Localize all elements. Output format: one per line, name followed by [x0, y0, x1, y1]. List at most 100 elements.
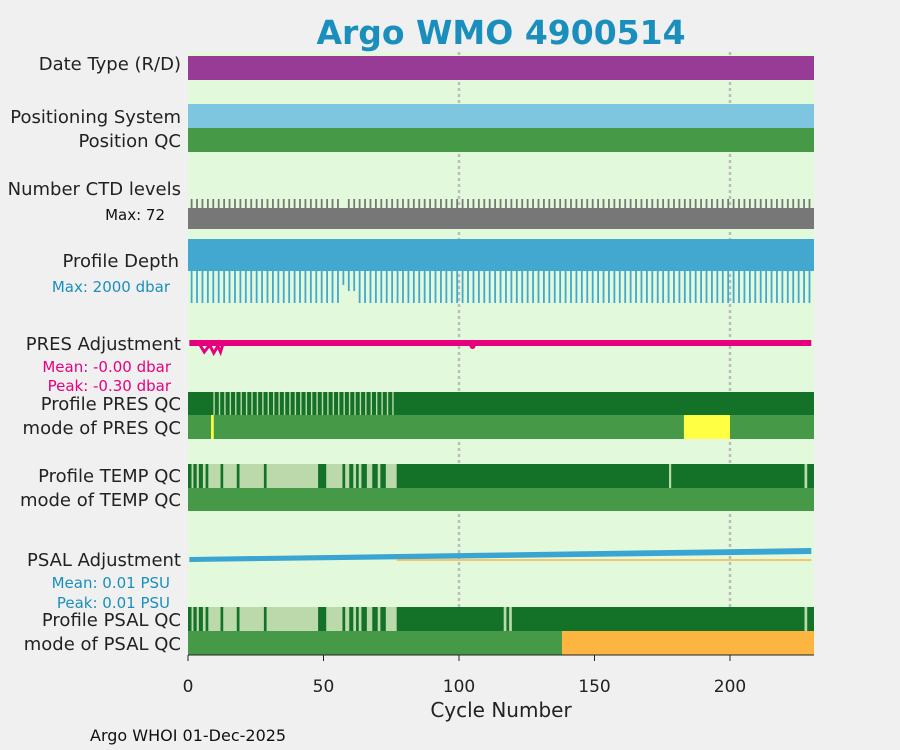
ctd-level-tick: [288, 199, 291, 208]
ctd-level-tick: [244, 199, 247, 208]
ctd-level-tick: [483, 199, 486, 208]
profile-psal-qc-light-seg: [196, 607, 199, 631]
ctd-level-tick: [337, 199, 339, 208]
profile-depth-tick: [770, 271, 773, 303]
ctd-level-tick: [499, 199, 502, 208]
profile-pres-qc-stripe: [300, 392, 302, 415]
row-label-profile-pres-qc: Profile PRES QC: [41, 394, 181, 415]
ctd-level-tick: [689, 199, 692, 208]
profile-depth-tick: [635, 271, 637, 303]
ctd-level-tick: [396, 199, 399, 208]
profile-depth-tick: [510, 271, 513, 303]
profile-depth-tick: [505, 271, 507, 303]
ctd-level-tick: [488, 199, 491, 208]
profile-depth-tick: [445, 271, 448, 303]
profile-pres-qc-stripe: [267, 392, 269, 415]
ctd-levels-max: Max: 72: [105, 206, 165, 224]
ctd-level-tick: [293, 199, 296, 208]
profile-pres-qc-stripe: [316, 392, 318, 415]
profile-depth-tick: [385, 271, 388, 303]
profile-depth-tick: [656, 271, 659, 303]
ctd-level-tick: [347, 199, 350, 208]
ctd-level-tick: [743, 199, 746, 208]
profile-depth-tick: [342, 271, 345, 285]
ctd-level-tick: [608, 199, 610, 208]
ctd-level-tick: [645, 199, 648, 208]
profile-pres-qc-stripe: [365, 392, 367, 415]
mode-pres-qc-flag3-a: [211, 415, 214, 439]
profile-pres-qc-stripe: [321, 392, 324, 415]
x-tick-label: 150: [578, 677, 610, 697]
profile-depth-tick: [597, 271, 600, 303]
ctd-level-tick: [272, 199, 274, 208]
profile-depth-tick: [201, 271, 204, 303]
profile-depth-tick: [391, 271, 394, 303]
profile-depth-tick: [624, 271, 627, 303]
ctd-level-tick: [326, 199, 329, 208]
profile-depth-tick: [537, 271, 540, 303]
ctd-level-tick: [228, 199, 231, 208]
ctd-level-tick: [586, 199, 589, 208]
profile-temp-qc-light-seg: [669, 464, 672, 488]
ctd-level-tick: [358, 199, 361, 208]
profile-pres-qc-stripe: [348, 392, 351, 415]
ctd-level-tick: [331, 199, 334, 208]
profile-depth-tick: [683, 271, 686, 303]
profile-pres-qc-stripe: [310, 392, 313, 415]
profile-depth-tick: [347, 271, 350, 291]
profile-psal-qc-light-seg: [385, 607, 397, 631]
profile-depth-tick: [190, 271, 193, 303]
ctd-level-tick: [732, 199, 735, 208]
profile-depth-tick: [521, 271, 524, 303]
profile-depth-tick: [402, 271, 404, 303]
profile-depth-tick: [396, 271, 399, 303]
profile-depth-tick: [407, 271, 410, 303]
profile-depth-tick: [434, 271, 437, 303]
row-labels: Date Type (R/D) Positioning System Posit…: [8, 54, 181, 655]
profile-depth-tick: [369, 271, 372, 303]
ctd-level-tick: [526, 199, 529, 208]
ctd-level-tick: [282, 199, 285, 208]
profile-depth-tick: [613, 271, 616, 303]
ctd-level-tick: [716, 199, 719, 208]
ctd-level-tick: [575, 199, 578, 208]
ctd-level-tick: [765, 199, 768, 208]
profile-depth-tick: [320, 271, 323, 303]
ctd-level-tick: [629, 199, 632, 208]
ctd-level-tick: [776, 199, 778, 208]
gridlines: [457, 52, 732, 655]
profile-pres-qc-stripe: [381, 392, 383, 415]
ctd-level-tick: [196, 199, 198, 208]
ctd-level-tick: [315, 199, 318, 208]
ctd-level-tick: [748, 199, 751, 208]
profile-depth-tick: [673, 271, 675, 303]
ctd-level-tick: [651, 199, 654, 208]
row-label-ctd-levels: Number CTD levels: [8, 179, 181, 200]
profile-depth-tick: [212, 271, 215, 303]
profile-depth-tick: [461, 271, 464, 303]
profile-depth-tick: [738, 271, 740, 303]
profile-depth-tick: [662, 271, 665, 303]
ctd-level-tick: [613, 199, 616, 208]
ctd-level-tick: [803, 199, 805, 208]
pres-adjustment-dips: [197, 342, 225, 357]
profile-depth-tick: [488, 271, 491, 303]
ctd-level-tick: [624, 199, 627, 208]
profile-depth-tick: [781, 271, 784, 303]
ctd-level-tick: [602, 199, 605, 208]
profile-temp-qc-light-seg: [326, 464, 343, 488]
profile-depth-tick: [282, 271, 285, 303]
ctd-level-tick: [353, 199, 356, 208]
ctd-level-tick: [418, 199, 421, 208]
profile-pres-qc-stripe: [235, 392, 237, 415]
profile-pres-qc-stripe: [224, 392, 226, 415]
profile-depth-tick: [721, 271, 724, 303]
profile-depth-tick: [239, 271, 242, 303]
ctd-level-tick: [440, 199, 442, 208]
ctd-level-tick: [234, 199, 236, 208]
profile-depth-tick: [288, 271, 291, 303]
profile-depth-tick: [553, 271, 556, 303]
ctd-level-tick: [434, 199, 437, 208]
profile-temp-qc-light-seg: [358, 464, 362, 488]
profile-depth-tick: [580, 271, 583, 303]
